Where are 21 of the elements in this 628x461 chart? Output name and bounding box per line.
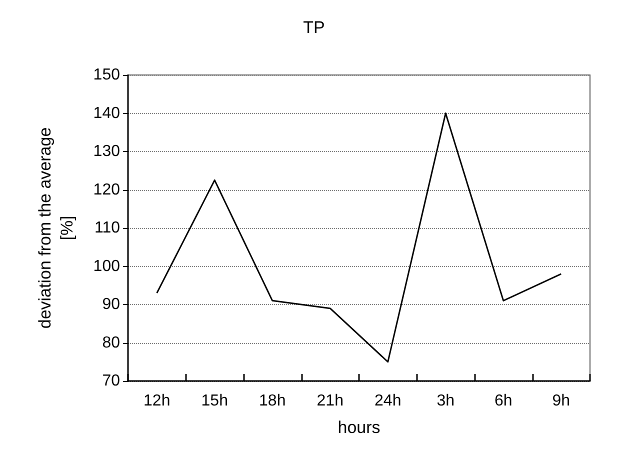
x-tick-label: 15h	[201, 392, 228, 410]
x-tick-label: 18h	[259, 392, 286, 410]
y-tick-label: 110	[94, 220, 120, 236]
x-tick-label: 6h	[494, 392, 512, 410]
y-axis-title: deviation from the average [%]	[36, 127, 76, 329]
x-tick-label: 12h	[144, 392, 170, 410]
line-series	[156, 112, 562, 363]
y-tick-label: 100	[93, 258, 120, 275]
y-tick-label: 140	[93, 104, 120, 122]
x-tick-label: 24h	[374, 392, 402, 410]
y-tick-label: 90	[102, 296, 120, 313]
y-tick-label: 120	[93, 181, 120, 198]
x-tick-label: 21h	[316, 392, 344, 410]
x-tick-label: 3h	[436, 392, 455, 410]
y-tick-label: 70	[102, 372, 120, 390]
y-tick-label: 150	[93, 66, 120, 84]
y-tick-label: 80	[102, 334, 120, 352]
x-tick-label: 9h	[552, 392, 570, 410]
y-tick-label: 130	[93, 143, 120, 160]
x-axis-title: hours	[338, 418, 380, 437]
chart-title: TP	[303, 18, 325, 37]
